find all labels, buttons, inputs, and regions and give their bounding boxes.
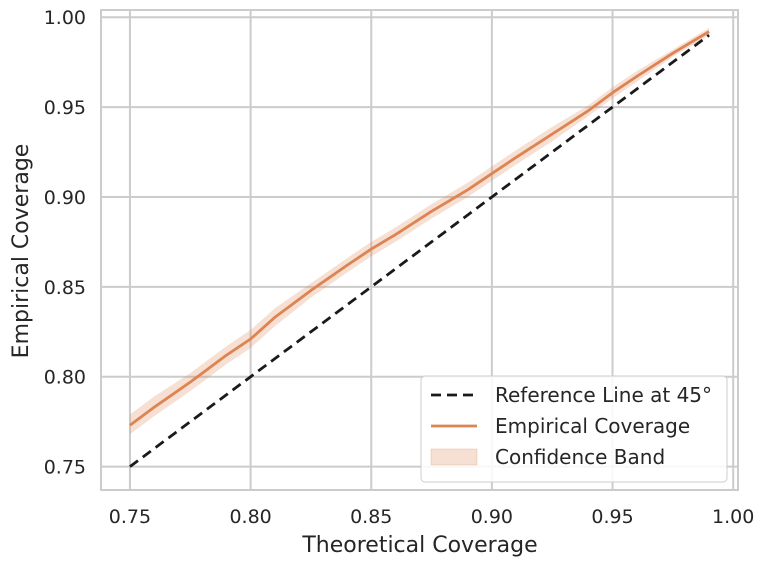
- series-layer: [129, 30, 710, 468]
- legend-empirical-label: Empirical Coverage: [495, 414, 690, 438]
- y-tick-label: 0.75: [44, 457, 86, 479]
- empirical-coverage-line: [129, 30, 710, 427]
- y-tick-label: 0.80: [44, 367, 86, 389]
- x-tick-label: 0.85: [350, 506, 392, 528]
- confidence-band-layer: [129, 27, 710, 435]
- tick-labels: 0.75 0.80 0.85 0.90 0.95 1.00 0.75 0.80 0.85 0.90…: [44, 7, 755, 528]
- confidence-band: [129, 27, 710, 435]
- legend-reference-label: Reference Line at 45°: [495, 383, 712, 407]
- x-axis-label: Theoretical Coverage: [301, 533, 537, 558]
- legend: Reference Line at 45° Empirical Coverage…: [420, 375, 728, 483]
- grid: [101, 10, 738, 490]
- reference-line: [129, 34, 710, 468]
- legend-frame: [420, 375, 728, 483]
- y-axis-label: Empirical Coverage: [9, 144, 34, 359]
- legend-band-label: Confidence Band: [495, 445, 665, 469]
- x-tick-label: 0.80: [229, 506, 271, 528]
- x-tick-label: 1.00: [712, 506, 754, 528]
- legend-band-swatch: [430, 448, 478, 466]
- x-tick-label: 0.95: [591, 506, 633, 528]
- y-tick-label: 0.90: [44, 187, 86, 209]
- y-tick-label: 0.95: [44, 97, 86, 119]
- plot-frame: [100, 9, 739, 491]
- x-tick-label: 0.90: [471, 506, 513, 528]
- y-tick-label: 1.00: [44, 7, 86, 29]
- y-tick-label: 0.85: [44, 277, 86, 299]
- x-tick-label: 0.75: [109, 506, 151, 528]
